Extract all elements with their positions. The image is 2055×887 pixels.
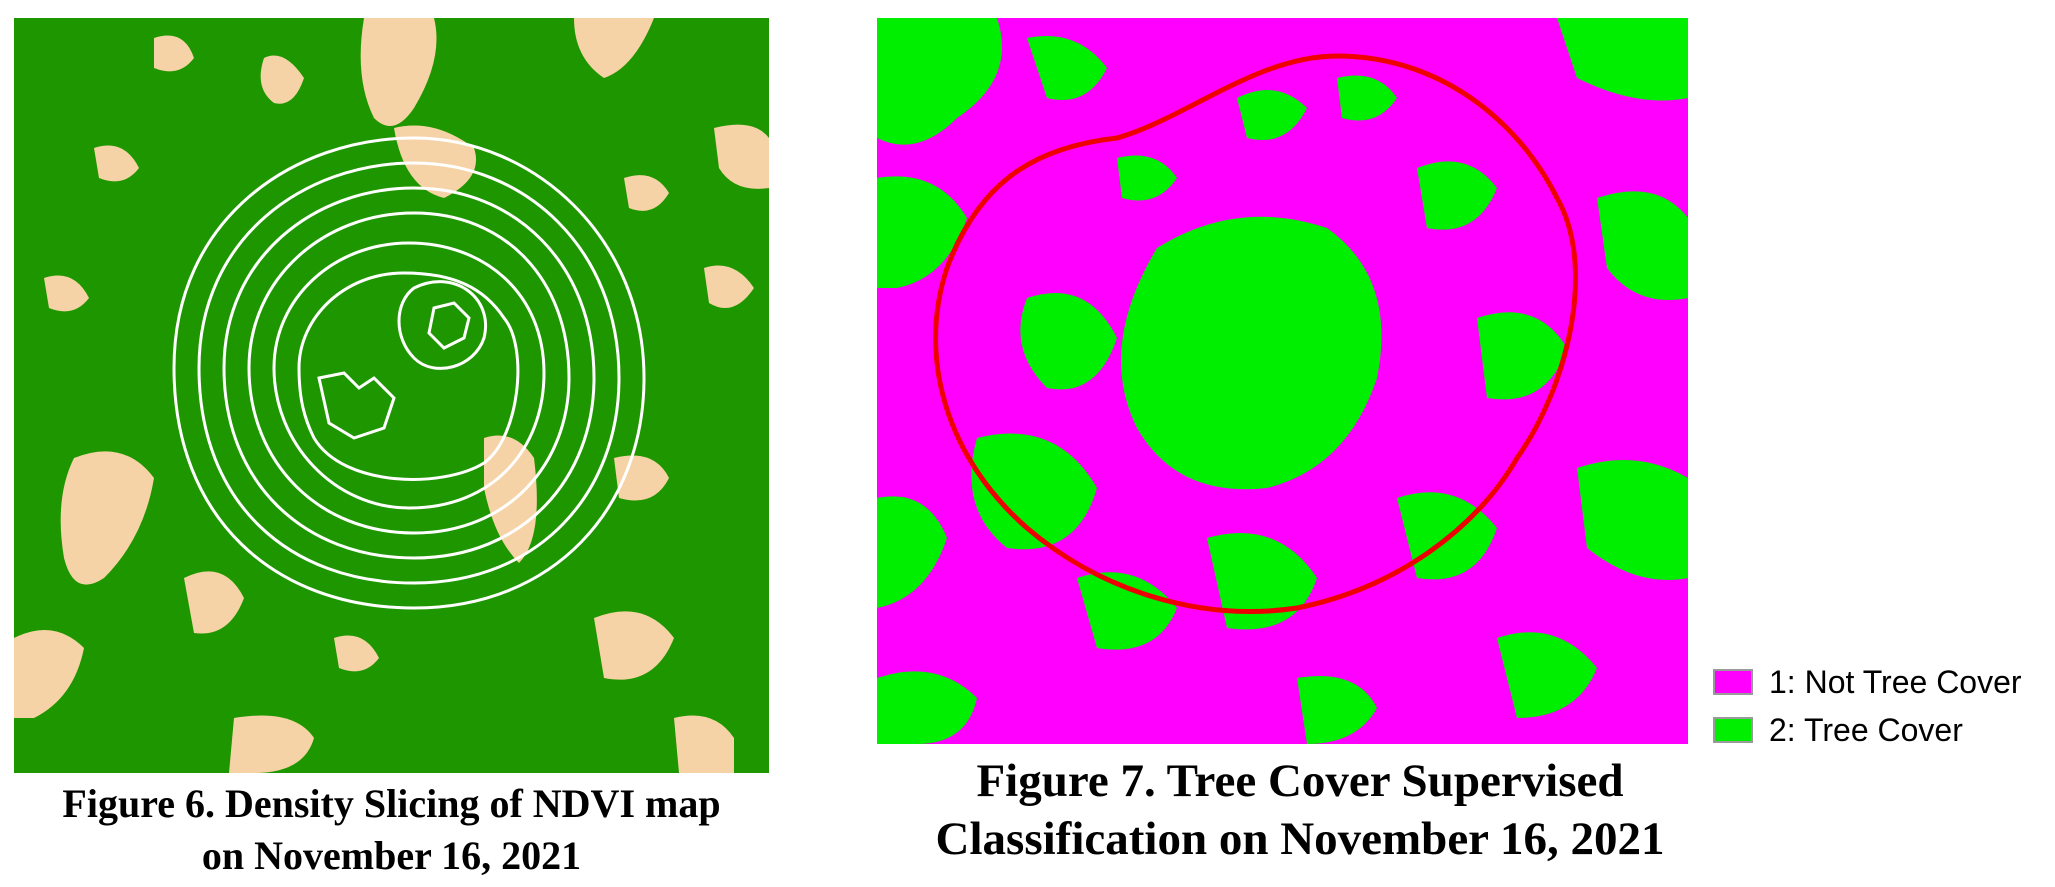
figure-7-caption-line-2: Classification on November 16, 2021 [935, 813, 1665, 865]
legend-item-tree-cover: 2: Tree Cover [1713, 706, 2055, 754]
ndvi-map-graphic [14, 18, 769, 773]
figure-7-caption-line-1: Figure 7. Tree Cover Supervised [976, 755, 1624, 807]
not-tree-cover-swatch [1713, 669, 1753, 695]
study-area-boundary [933, 53, 1579, 614]
classification-legend: 1: Not Tree Cover 2: Tree Cover [1713, 658, 2055, 754]
figure-7-caption: Figure 7. Tree Cover Supervised Classifi… [880, 752, 1720, 868]
figure-6-caption-line-1: Figure 6. Density Slicing of NDVI map [62, 781, 721, 826]
figure-6-caption: Figure 6. Density Slicing of NDVI map on… [0, 778, 783, 882]
legend-label-tree-cover: 2: Tree Cover [1769, 711, 1963, 748]
non-vegetation-patches [14, 18, 769, 773]
legend-label-not-tree-cover: 1: Not Tree Cover [1769, 663, 2022, 700]
ndvi-density-slice-map [14, 18, 769, 773]
distance-contours [172, 136, 646, 610]
classification-map-graphic [877, 18, 1688, 744]
tree-cover-classification-map [877, 18, 1688, 744]
figure-6-caption-line-2: on November 16, 2021 [201, 833, 582, 878]
legend-item-not-tree-cover: 1: Not Tree Cover [1713, 658, 2055, 706]
tree-cover-swatch [1713, 717, 1753, 743]
